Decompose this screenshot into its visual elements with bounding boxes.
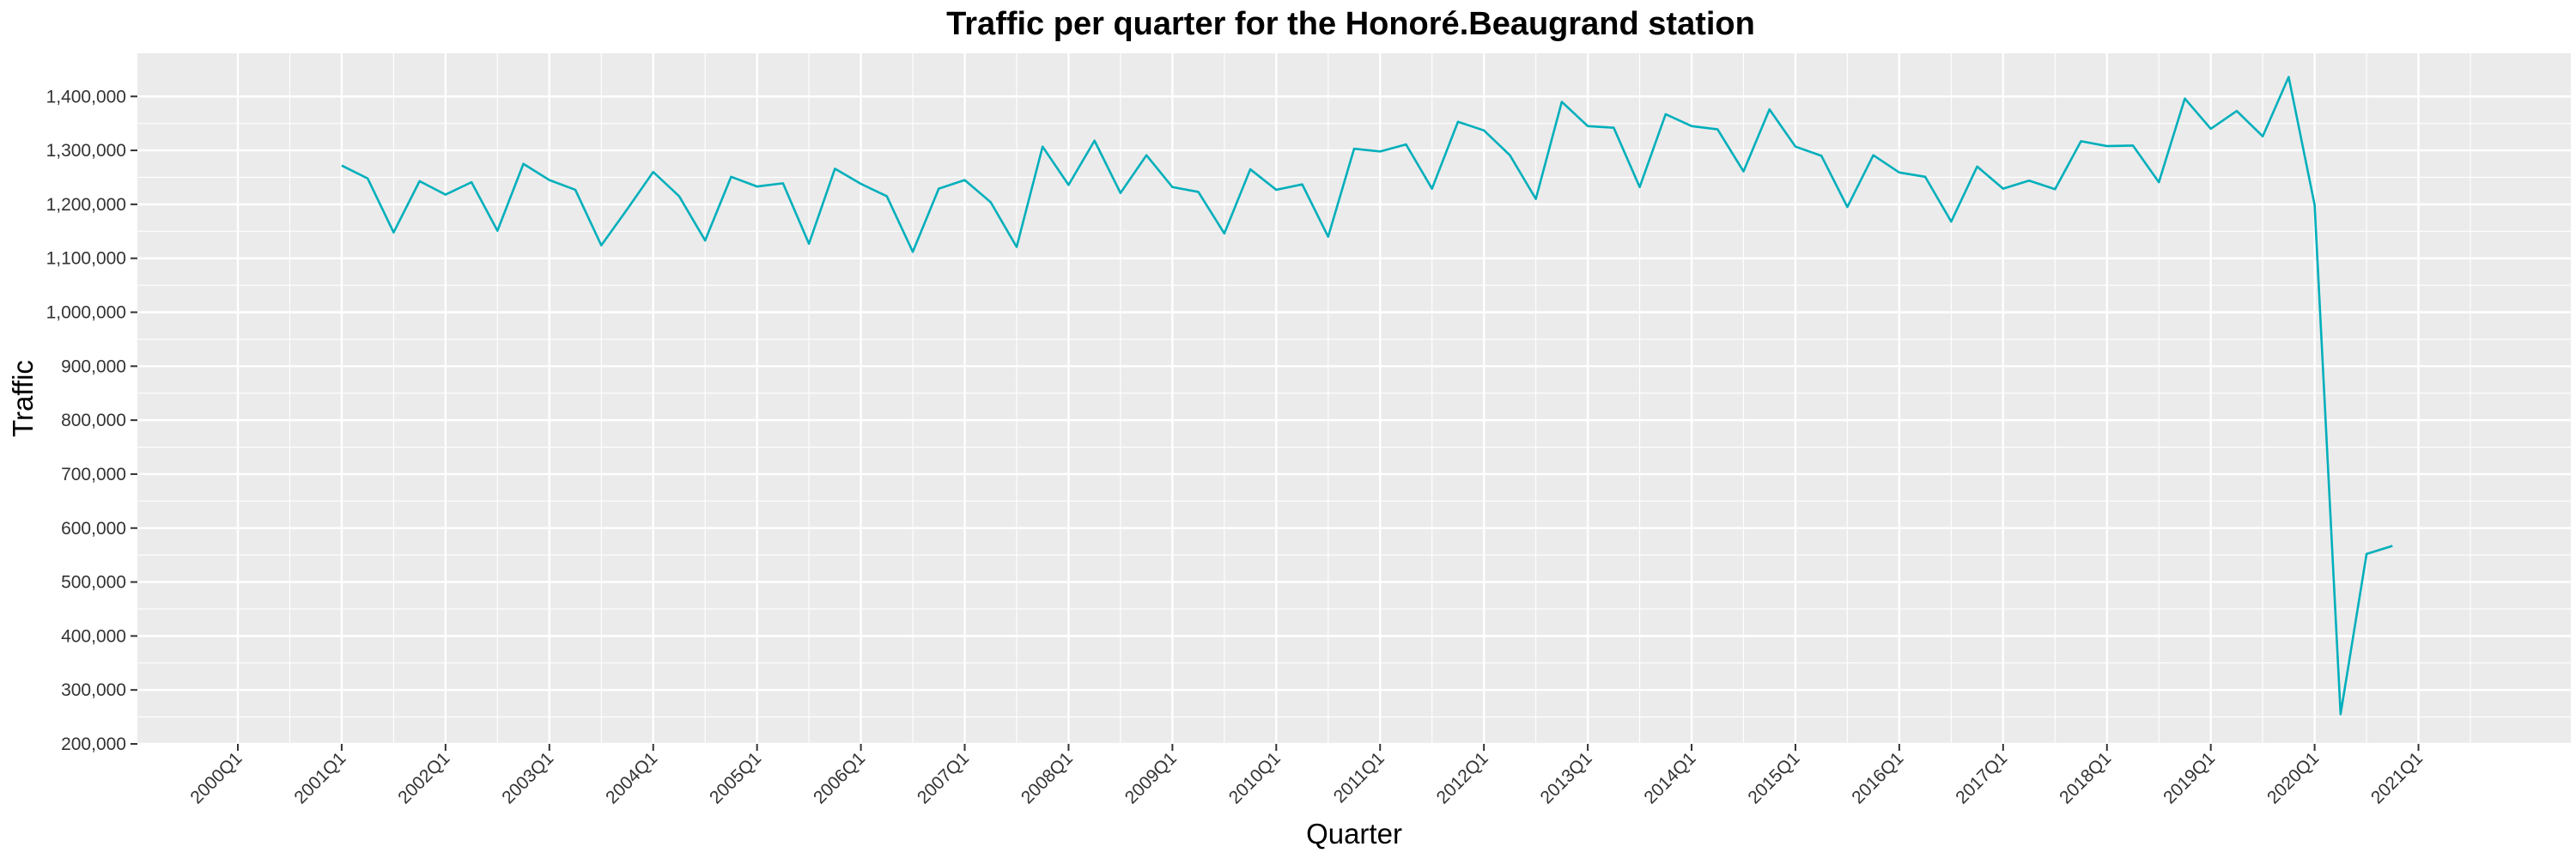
x-tick-label: 2008Q1 (1018, 748, 1077, 807)
y-tick-label: 500,000 (61, 573, 126, 593)
y-tick-label: 600,000 (61, 519, 126, 539)
x-tick-label: 2014Q1 (1640, 748, 1699, 807)
x-tick-label: 2001Q1 (290, 748, 349, 807)
y-tick-label: 1,200,000 (46, 195, 126, 215)
series-line (341, 76, 2393, 716)
x-axis-title: Quarter (1306, 818, 1402, 850)
y-tick-label: 1,400,000 (46, 87, 126, 107)
chart-title: Traffic per quarter for the Honoré.Beaug… (946, 6, 1755, 42)
x-axis: 2000Q1 2001Q1 2002Q1 2003Q1 2004Q1 2005Q1 2006… (186, 744, 2427, 807)
x-tick-label: 2020Q1 (2263, 748, 2323, 807)
x-tick-label: 2006Q1 (810, 748, 869, 807)
x-tick-label: 2012Q1 (1433, 748, 1492, 807)
y-axis-title: Traffic (7, 360, 39, 437)
x-tick-label: 2019Q1 (2160, 748, 2219, 807)
x-tick-label: 2015Q1 (1744, 748, 1803, 807)
x-tick-label: 2007Q1 (914, 748, 973, 807)
y-tick-label: 900,000 (61, 356, 126, 376)
x-tick-label: 2004Q1 (602, 748, 661, 807)
x-tick-label: 2011Q1 (1330, 748, 1388, 807)
x-tick-label: 2021Q1 (2367, 748, 2427, 807)
major-gridlines (137, 53, 2571, 746)
plot-panel (137, 53, 2571, 744)
x-tick-label: 2009Q1 (1121, 748, 1181, 807)
y-tick-label: 400,000 (61, 626, 126, 646)
x-tick-label: 2005Q1 (706, 748, 765, 807)
x-tick-label: 2000Q1 (186, 748, 246, 807)
x-tick-label: 2002Q1 (394, 748, 453, 807)
x-tick-label: 2016Q1 (1848, 748, 1907, 807)
y-tick-label: 800,000 (61, 411, 126, 430)
x-tick-label: 2013Q1 (1537, 748, 1596, 807)
series-layer (341, 76, 2393, 716)
y-axis: 200,000 300,000 400,000 500,000 600,000 700,0… (46, 87, 137, 754)
y-tick-label: 1,100,000 (46, 249, 126, 269)
y-tick-label: 200,000 (61, 734, 126, 754)
x-tick-label: 2010Q1 (1225, 748, 1285, 807)
y-tick-label: 1,000,000 (46, 303, 126, 323)
y-tick-label: 700,000 (61, 465, 126, 484)
y-tick-label: 1,300,000 (46, 141, 126, 161)
y-tick-label: 300,000 (61, 680, 126, 700)
x-tick-label: 2017Q1 (1952, 748, 2011, 807)
x-tick-label: 2018Q1 (2056, 748, 2115, 807)
x-tick-label: 2003Q1 (498, 748, 557, 807)
